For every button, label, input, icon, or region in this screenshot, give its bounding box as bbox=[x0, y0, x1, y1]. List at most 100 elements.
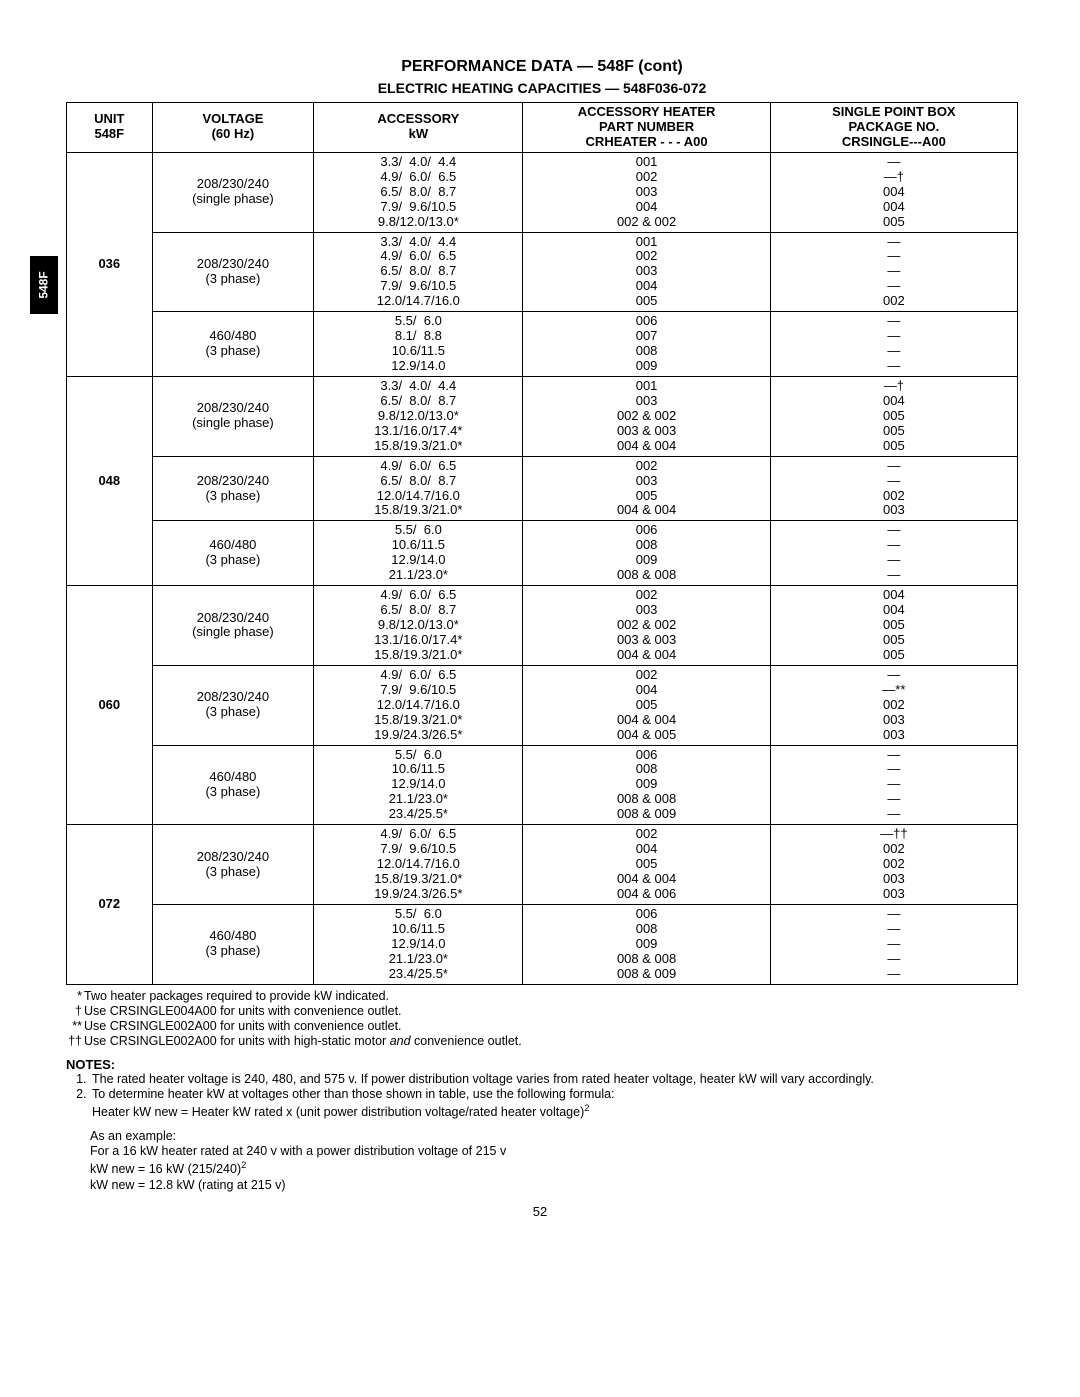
cell-kw: 4.9/ 6.0/ 6.5 6.5/ 8.0/ 8.7 9.8/12.0/13.… bbox=[314, 586, 523, 666]
th-unit: UNIT 548F bbox=[67, 103, 153, 153]
table-row: 048208/230/240 (single phase)3.3/ 4.0/ 4… bbox=[67, 376, 1018, 456]
example-sup: 2 bbox=[241, 1160, 246, 1170]
cell-box: — — 002 003 bbox=[770, 456, 1017, 521]
cell-kw: 5.5/ 6.0 10.6/11.5 12.9/14.0 21.1/23.0* … bbox=[314, 904, 523, 984]
cell-voltage: 460/480 (3 phase) bbox=[152, 745, 314, 825]
cell-voltage: 460/480 (3 phase) bbox=[152, 312, 314, 377]
formula: Heater kW new = Heater kW rated x (unit … bbox=[92, 1103, 1018, 1121]
cell-kw: 3.3/ 4.0/ 4.4 4.9/ 6.0/ 6.5 6.5/ 8.0/ 8.… bbox=[314, 152, 523, 232]
cell-box: —† 004 005 005 005 bbox=[770, 376, 1017, 456]
cell-kw: 4.9/ 6.0/ 6.5 6.5/ 8.0/ 8.7 12.0/14.7/16… bbox=[314, 456, 523, 521]
note-item: The rated heater voltage is 240, 480, an… bbox=[90, 1072, 1018, 1088]
cell-box: — — — — 002 bbox=[770, 232, 1017, 312]
note-text: To determine heater kW at voltages other… bbox=[92, 1087, 615, 1101]
formula-sup: 2 bbox=[584, 1103, 589, 1113]
cell-box: — —† 004 004 005 bbox=[770, 152, 1017, 232]
side-tab: 548F bbox=[30, 256, 58, 314]
cell-voltage: 208/230/240 (3 phase) bbox=[152, 825, 314, 905]
cell-part: 006 008 009 008 & 008 bbox=[523, 521, 770, 586]
page-title: PERFORMANCE DATA — 548F (cont) bbox=[66, 58, 1018, 76]
cell-kw: 3.3/ 4.0/ 4.4 6.5/ 8.0/ 8.7 9.8/12.0/13.… bbox=[314, 376, 523, 456]
example-line: kW new = 12.8 kW (rating at 215 v) bbox=[90, 1178, 286, 1192]
example-block: As an example: For a 16 kW heater rated … bbox=[90, 1129, 1018, 1194]
cell-unit: 060 bbox=[67, 586, 153, 825]
cell-kw: 5.5/ 6.0 10.6/11.5 12.9/14.0 21.1/23.0* … bbox=[314, 745, 523, 825]
formula-text: Heater kW new = Heater kW rated x (unit … bbox=[92, 1105, 584, 1119]
footnote-italic: and bbox=[390, 1034, 411, 1048]
example-lead: As an example: bbox=[90, 1129, 176, 1143]
notes-heading: NOTES: bbox=[66, 1057, 1018, 1072]
cell-box: — — — — — bbox=[770, 745, 1017, 825]
cell-voltage: 460/480 (3 phase) bbox=[152, 521, 314, 586]
cell-unit: 072 bbox=[67, 825, 153, 984]
cell-voltage: 208/230/240 (3 phase) bbox=[152, 665, 314, 745]
cell-box: —†† 002 002 003 003 bbox=[770, 825, 1017, 905]
page-subtitle: ELECTRIC HEATING CAPACITIES — 548F036-07… bbox=[66, 80, 1018, 96]
footnote-text: Use CRSINGLE002A00 for units with conven… bbox=[84, 1019, 1018, 1034]
table-row: 460/480 (3 phase)5.5/ 6.0 8.1/ 8.8 10.6/… bbox=[67, 312, 1018, 377]
heating-capacities-table: UNIT 548F VOLTAGE (60 Hz) ACCESSORY kW A… bbox=[66, 102, 1018, 985]
cell-unit: 048 bbox=[67, 376, 153, 585]
cell-box: — — — — bbox=[770, 312, 1017, 377]
cell-box: — —** 002 003 003 bbox=[770, 665, 1017, 745]
th-voltage: VOLTAGE (60 Hz) bbox=[152, 103, 314, 153]
cell-part: 006 008 009 008 & 008 008 & 009 bbox=[523, 745, 770, 825]
example-line: kW new = 16 kW (215/240)2 bbox=[90, 1162, 246, 1176]
cell-voltage: 208/230/240 (3 phase) bbox=[152, 456, 314, 521]
cell-voltage: 208/230/240 (single phase) bbox=[152, 376, 314, 456]
cell-part: 001 002 003 004 002 & 002 bbox=[523, 152, 770, 232]
footnote-row: *Two heater packages required to provide… bbox=[66, 989, 1018, 1004]
table-row: 460/480 (3 phase)5.5/ 6.0 10.6/11.5 12.9… bbox=[67, 521, 1018, 586]
footnote-row: ††Use CRSINGLE002A00 for units with high… bbox=[66, 1034, 1018, 1049]
cell-part: 002 004 005 004 & 004 004 & 005 bbox=[523, 665, 770, 745]
cell-box: — — — — bbox=[770, 521, 1017, 586]
cell-part: 001 002 003 004 005 bbox=[523, 232, 770, 312]
footnotes: *Two heater packages required to provide… bbox=[66, 989, 1018, 1049]
cell-voltage: 460/480 (3 phase) bbox=[152, 904, 314, 984]
cell-part: 002 003 005 004 & 004 bbox=[523, 456, 770, 521]
th-kw: ACCESSORY kW bbox=[314, 103, 523, 153]
footnote-row: †Use CRSINGLE004A00 for units with conve… bbox=[66, 1004, 1018, 1019]
footnote-text: Use CRSINGLE004A00 for units with conven… bbox=[84, 1004, 1018, 1019]
example-line: For a 16 kW heater rated at 240 v with a… bbox=[90, 1144, 506, 1158]
cell-kw: 5.5/ 6.0 10.6/11.5 12.9/14.0 21.1/23.0* bbox=[314, 521, 523, 586]
table-row: 208/230/240 (3 phase)4.9/ 6.0/ 6.5 7.9/ … bbox=[67, 665, 1018, 745]
cell-part: 006 008 009 008 & 008 008 & 009 bbox=[523, 904, 770, 984]
footnote-symbol: * bbox=[66, 989, 84, 1004]
table-header-row: UNIT 548F VOLTAGE (60 Hz) ACCESSORY kW A… bbox=[67, 103, 1018, 153]
cell-kw: 4.9/ 6.0/ 6.5 7.9/ 9.6/10.5 12.0/14.7/16… bbox=[314, 665, 523, 745]
page-number: 52 bbox=[0, 1204, 1080, 1219]
table-row: 460/480 (3 phase)5.5/ 6.0 10.6/11.5 12.9… bbox=[67, 904, 1018, 984]
footnote-text: Two heater packages required to provide … bbox=[84, 989, 1018, 1004]
th-box: SINGLE POINT BOX PACKAGE NO. CRSINGLE---… bbox=[770, 103, 1017, 153]
cell-part: 002 004 005 004 & 004 004 & 006 bbox=[523, 825, 770, 905]
footnote-symbol: †† bbox=[66, 1034, 84, 1049]
cell-kw: 4.9/ 6.0/ 6.5 7.9/ 9.6/10.5 12.0/14.7/16… bbox=[314, 825, 523, 905]
cell-voltage: 208/230/240 (3 phase) bbox=[152, 232, 314, 312]
cell-unit: 036 bbox=[67, 152, 153, 376]
table-row: 036208/230/240 (single phase)3.3/ 4.0/ 4… bbox=[67, 152, 1018, 232]
note-item: To determine heater kW at voltages other… bbox=[90, 1087, 1018, 1120]
cell-voltage: 208/230/240 (single phase) bbox=[152, 586, 314, 666]
cell-kw: 5.5/ 6.0 8.1/ 8.8 10.6/11.5 12.9/14.0 bbox=[314, 312, 523, 377]
table-row: 460/480 (3 phase)5.5/ 6.0 10.6/11.5 12.9… bbox=[67, 745, 1018, 825]
notes-list: The rated heater voltage is 240, 480, an… bbox=[66, 1072, 1018, 1121]
footnote-symbol: † bbox=[66, 1004, 84, 1019]
table-row: 208/230/240 (3 phase)4.9/ 6.0/ 6.5 6.5/ … bbox=[67, 456, 1018, 521]
table-row: 060208/230/240 (single phase)4.9/ 6.0/ 6… bbox=[67, 586, 1018, 666]
cell-voltage: 208/230/240 (single phase) bbox=[152, 152, 314, 232]
side-tab-label: 548F bbox=[37, 271, 51, 298]
footnote-row: **Use CRSINGLE002A00 for units with conv… bbox=[66, 1019, 1018, 1034]
table-row: 208/230/240 (3 phase)3.3/ 4.0/ 4.4 4.9/ … bbox=[67, 232, 1018, 312]
table-row: 072208/230/240 (3 phase)4.9/ 6.0/ 6.5 7.… bbox=[67, 825, 1018, 905]
cell-box: — — — — — bbox=[770, 904, 1017, 984]
cell-part: 006 007 008 009 bbox=[523, 312, 770, 377]
cell-box: 004 004 005 005 005 bbox=[770, 586, 1017, 666]
th-part: ACCESSORY HEATER PART NUMBER CRHEATER - … bbox=[523, 103, 770, 153]
cell-part: 002 003 002 & 002 003 & 003 004 & 004 bbox=[523, 586, 770, 666]
footnote-symbol: ** bbox=[66, 1019, 84, 1034]
cell-kw: 3.3/ 4.0/ 4.4 4.9/ 6.0/ 6.5 6.5/ 8.0/ 8.… bbox=[314, 232, 523, 312]
cell-part: 001 003 002 & 002 003 & 003 004 & 004 bbox=[523, 376, 770, 456]
footnote-text: Use CRSINGLE002A00 for units with high-s… bbox=[84, 1034, 1018, 1049]
example-line-text: kW new = 16 kW (215/240) bbox=[90, 1162, 241, 1176]
